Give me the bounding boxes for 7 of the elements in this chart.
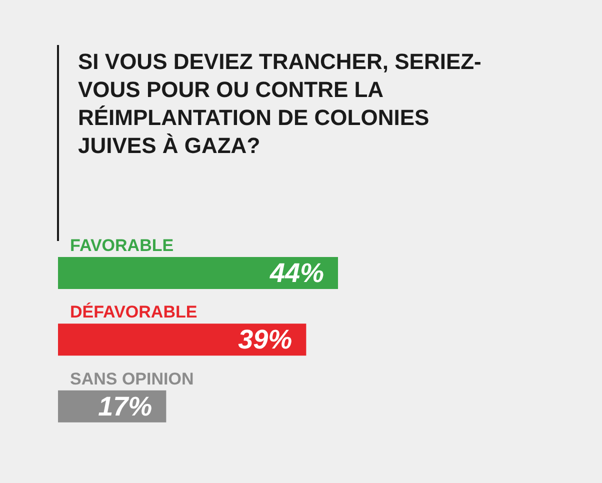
data-label: 39% [238, 324, 292, 355]
y-tick-label: SANS OPINION [70, 369, 194, 388]
y-tick-label: FAVORABLE [70, 236, 174, 255]
y-tick-label: DÉFAVORABLE [70, 302, 198, 322]
data-label: 44% [268, 258, 324, 288]
data-label: 17% [98, 391, 152, 422]
chart-title: SI VOUS DEVIEZ TRANCHER, SERIEZ-VOUS POUR OU CONTRE LA RÉIMPLANTATION DE COLONIES JUIVES À GAZA? [78, 48, 482, 160]
